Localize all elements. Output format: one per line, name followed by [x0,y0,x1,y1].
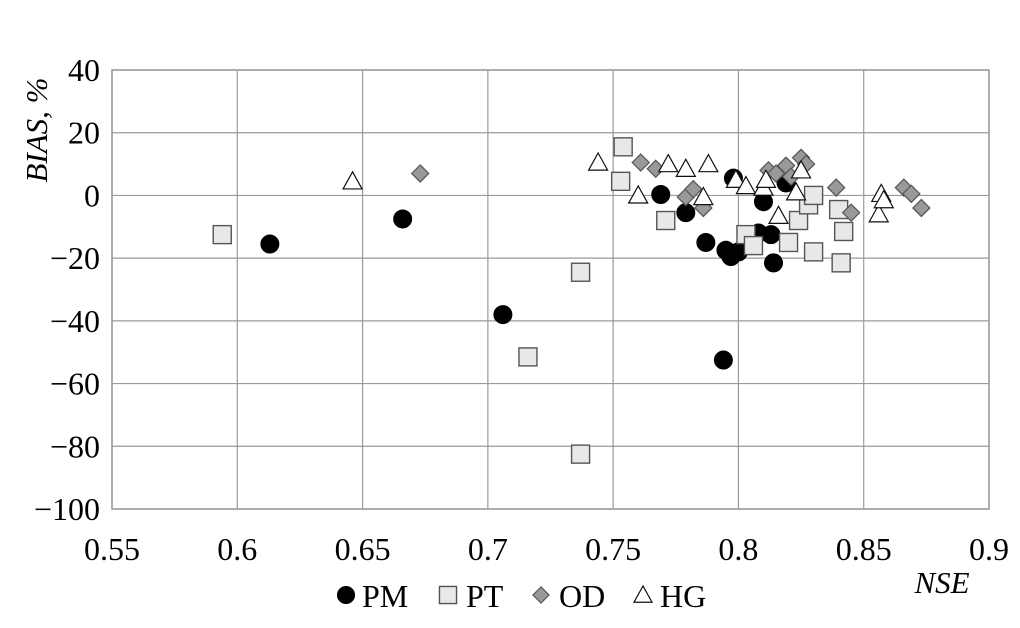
point-hg [657,153,679,173]
grid-lines [111,69,990,510]
legend-item-hg: HG [632,578,706,614]
point-pt [570,262,591,282]
y-tick-label: −80 [50,428,100,464]
point-pt [610,171,631,192]
point-pm [676,203,696,223]
x-axis-label: NSE [913,565,969,600]
legend-item-pm: PM [336,578,408,614]
point-hg [697,153,719,173]
x-tick-label: 0.55 [84,531,140,567]
y-tick-label: −60 [50,366,100,402]
y-tick-label: 40 [68,52,100,88]
point-hg [785,181,807,201]
x-tick-label: 0.75 [585,531,641,567]
legend-marker-pt [438,585,458,605]
point-hg [587,151,609,171]
point-pm [764,253,784,273]
point-od [901,184,921,204]
legend: PM PT OD HG [336,578,706,614]
legend-marker-od [532,586,550,604]
point-pm [761,225,781,245]
axis-titles: BIAS, % NSE [19,77,970,600]
x-tick-label: 0.85 [836,531,892,567]
series-hg [342,151,895,225]
point-hg [768,205,790,225]
point-hg [342,170,364,190]
point-pt [656,210,676,231]
point-pt [831,253,851,273]
point-hg [873,189,895,209]
point-pt [743,235,764,256]
point-pm [260,234,280,254]
series-pt [212,137,854,464]
plot-frame [111,69,990,510]
point-pt [212,224,232,245]
y-tick-label: −40 [50,303,100,339]
point-pt [833,221,854,242]
point-hg [735,175,757,195]
y-tick-label: 0 [84,177,100,213]
point-pt [613,137,633,157]
point-pt [788,210,809,231]
y-tick-label: −100 [34,491,100,527]
legend-marker-hg [632,584,654,603]
point-pt [803,242,824,262]
point-pt [778,232,799,253]
legend-item-od: OD [532,578,605,614]
series-pm [260,168,796,370]
point-od [911,198,931,218]
x-tick-label: 0.9 [969,531,1009,567]
legend-item-pt: PT [438,578,504,614]
point-hg [725,169,747,188]
point-od [631,153,651,172]
point-hg [868,203,890,223]
x-tick-label: 0.8 [718,531,758,567]
x-tick-label: 0.7 [468,531,508,567]
point-pm [393,209,413,229]
point-hg [675,158,697,177]
point-pt [828,199,849,220]
legend-label-pt: PT [466,578,504,614]
point-pm [696,232,716,252]
point-hg [627,184,649,204]
legend-label-od: OD [559,578,605,614]
x-tick-label: 0.6 [217,531,257,567]
point-od [410,164,430,183]
point-pt [803,185,824,206]
y-tick-label: −20 [50,240,100,276]
point-pm [713,350,733,370]
legend-label-pm: PM [362,578,408,614]
y-axis-label: BIAS, % [19,77,54,182]
point-pt [570,444,591,464]
point-od [841,203,861,223]
point-od [766,164,786,183]
tick-labels: 0.55 0.6 0.65 0.7 0.75 0.8 0.85 0.9 −100 −80 −60 −4… [34,52,1009,567]
legend-marker-pm [336,585,356,605]
point-pt [518,347,538,367]
data-points [212,137,931,464]
point-hg [790,159,812,179]
point-hg [755,169,777,188]
point-pm [651,184,671,204]
y-tick-label: 20 [68,115,100,151]
point-od [826,178,846,197]
point-pm [493,305,513,325]
point-od [683,179,703,199]
x-tick-label: 0.65 [335,531,391,567]
legend-label-hg: HG [660,578,706,614]
point-hg [692,186,714,206]
